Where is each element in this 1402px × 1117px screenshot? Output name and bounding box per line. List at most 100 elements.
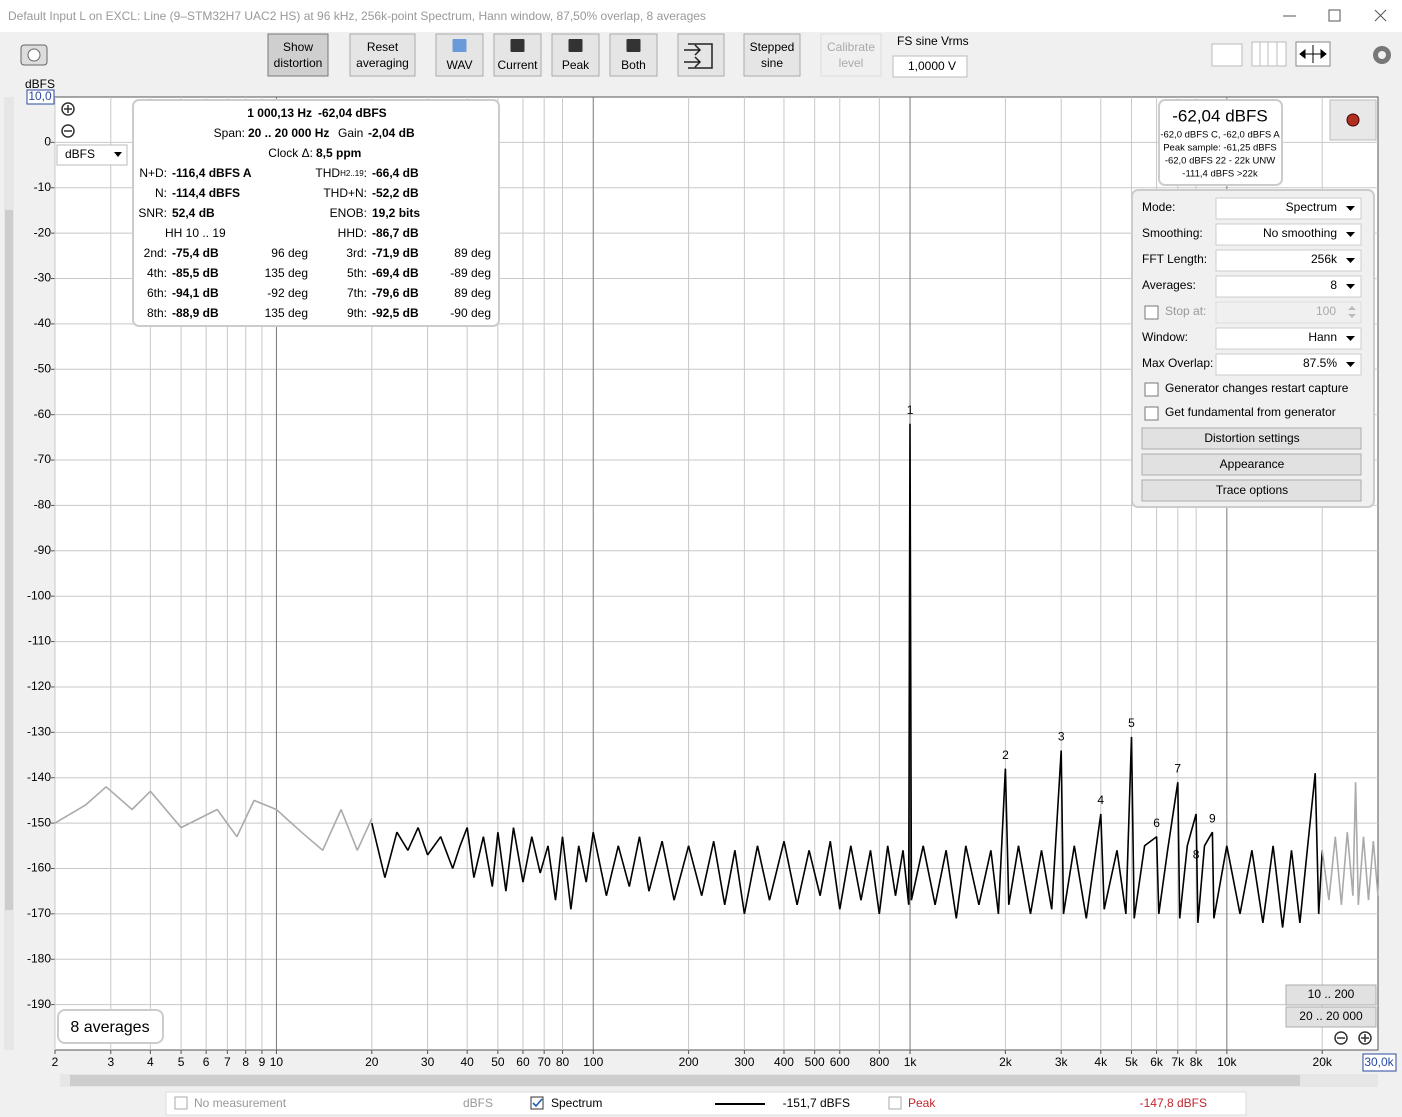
layout-icon-2[interactable] xyxy=(1251,41,1287,67)
stat-label-main: ENOB: xyxy=(330,206,367,220)
field-label: Smoothing: xyxy=(1142,226,1203,240)
stat-label-suffix: : xyxy=(364,166,367,180)
peak-checkbox[interactable] xyxy=(888,1096,902,1110)
stat-value: 52,4 dB xyxy=(172,206,215,220)
toolbar-button[interactable] xyxy=(551,33,600,77)
field-dropdown[interactable] xyxy=(1215,275,1362,298)
y-tick-label: -130 xyxy=(27,725,51,739)
harmonic-phase: 96 deg xyxy=(271,246,308,260)
spectrum-check xyxy=(532,1098,543,1108)
x-scroll-thumb[interactable] xyxy=(70,1075,1300,1086)
toolbar-button-label: level xyxy=(839,56,864,70)
panel-button-label: Appearance xyxy=(1220,457,1285,471)
field-dropdown[interactable] xyxy=(1215,327,1362,350)
harmonic-level: -88,9 dB xyxy=(172,306,219,320)
x-tick-label: 500 xyxy=(805,1055,825,1069)
stat-value: 19,2 bits xyxy=(372,206,420,220)
stat-value: -52,2 dB xyxy=(372,186,419,200)
harmonic-order: 5th: xyxy=(347,266,367,280)
y-tick-label: 0 xyxy=(44,135,51,149)
export-icon xyxy=(684,43,713,69)
field-value: 256k xyxy=(1311,252,1338,266)
dropdown-arrow xyxy=(1346,206,1355,211)
y-tick-label: -40 xyxy=(34,316,52,330)
x-tick-label: 30 xyxy=(421,1055,435,1069)
x-tick-label: 60 xyxy=(516,1055,530,1069)
layout-icon-1[interactable] xyxy=(1211,43,1243,67)
y-axis-unit: dBFS xyxy=(25,77,55,91)
fs-input[interactable] xyxy=(892,55,968,78)
toolbar-button[interactable] xyxy=(743,33,801,77)
span-value: 20 .. 20 000 Hz xyxy=(248,126,329,140)
x-tick-label: 600 xyxy=(830,1055,850,1069)
range-button[interactable] xyxy=(1285,1006,1377,1028)
stat-label: THDH2..19: xyxy=(315,166,367,180)
maximize[interactable] xyxy=(1328,9,1341,22)
level-line: -111,4 dBFS >22k xyxy=(1182,169,1258,180)
x-tick-label: 7k xyxy=(1171,1055,1185,1069)
field-dropdown[interactable] xyxy=(1215,249,1362,272)
spectrum-legend-label: Spectrum xyxy=(551,1096,602,1110)
x-tick-label: 4 xyxy=(147,1055,154,1069)
panel-button[interactable] xyxy=(1141,427,1362,450)
y-max-box[interactable] xyxy=(26,89,55,105)
harmonic-label: 6 xyxy=(1153,816,1160,830)
field-dropdown[interactable] xyxy=(1215,197,1362,220)
y-tick-label: -100 xyxy=(27,588,51,602)
harmonic-label: 5 xyxy=(1128,716,1135,730)
stat-label: N: xyxy=(155,186,167,200)
x-max-box[interactable] xyxy=(1362,1053,1397,1072)
y-max-label: 10,0 xyxy=(28,89,52,103)
y-tick-label: -170 xyxy=(27,906,51,920)
panel-button-label: Trace options xyxy=(1216,483,1288,497)
range-button[interactable] xyxy=(1285,984,1377,1006)
field-label: Window: xyxy=(1142,330,1188,344)
harmonic-phase: 135 deg xyxy=(265,266,308,280)
no-measurement-checkbox[interactable] xyxy=(174,1096,188,1110)
checkbox[interactable] xyxy=(1144,382,1159,397)
x-tick-label: 80 xyxy=(556,1055,570,1069)
toolbar-button-label: Stepped xyxy=(750,40,795,54)
harmonic-level: -79,6 dB xyxy=(372,286,419,300)
stat-label-main: THD xyxy=(315,166,340,180)
dropdown-arrow xyxy=(1346,362,1355,367)
export-button[interactable] xyxy=(677,33,725,77)
level-panel xyxy=(1158,99,1283,186)
fundamental-level: -62,04 dBFS xyxy=(318,106,387,120)
y-tick-label: -20 xyxy=(34,225,52,239)
harmonic-order: 8th: xyxy=(147,306,167,320)
unit-select[interactable] xyxy=(56,144,128,166)
stat-label: HH 10 .. 19 xyxy=(165,226,226,240)
y-tick-label: -50 xyxy=(34,361,52,375)
panel-button[interactable] xyxy=(1141,453,1362,476)
peak-legend-value: -147,8 dBFS xyxy=(1140,1096,1207,1110)
distortion-panel xyxy=(132,99,500,327)
checkbox[interactable] xyxy=(1144,406,1159,421)
stat-value: -114,4 dBFS xyxy=(172,186,240,200)
field-dropdown[interactable] xyxy=(1215,353,1362,376)
toolbar-button[interactable] xyxy=(349,33,416,77)
field-value: 8 xyxy=(1330,278,1337,292)
spectrum-checkbox[interactable] xyxy=(530,1096,544,1110)
field-checkbox[interactable] xyxy=(1144,305,1159,320)
field-dropdown[interactable] xyxy=(1215,223,1362,246)
field-value: Spectrum xyxy=(1286,200,1337,214)
panel-button[interactable] xyxy=(1141,479,1362,502)
x-tick-label: 6k xyxy=(1150,1055,1164,1069)
no-measurement-unit: dBFS xyxy=(463,1096,493,1110)
zoom-in-x-sign xyxy=(1361,1034,1369,1042)
toolbar-button[interactable] xyxy=(267,33,329,77)
field-label: Max Overlap: xyxy=(1142,356,1213,370)
clock-label: Clock Δ: xyxy=(268,146,313,160)
y-scroll-thumb[interactable] xyxy=(5,210,13,910)
field-spinner[interactable] xyxy=(1215,301,1362,324)
range-button-label: 10 .. 200 xyxy=(1308,987,1355,1001)
close[interactable] xyxy=(1374,9,1387,22)
field-label: Stop at: xyxy=(1165,304,1206,318)
x-tick-label: 4k xyxy=(1094,1055,1108,1069)
toolbar-button[interactable] xyxy=(820,33,882,77)
y-tick-label: -140 xyxy=(27,770,51,784)
level-line: -62,0 dBFS 22 - 22k UNW xyxy=(1165,156,1275,167)
panel-button-label: Distortion settings xyxy=(1204,431,1299,445)
y-tick-label: -190 xyxy=(27,997,51,1011)
